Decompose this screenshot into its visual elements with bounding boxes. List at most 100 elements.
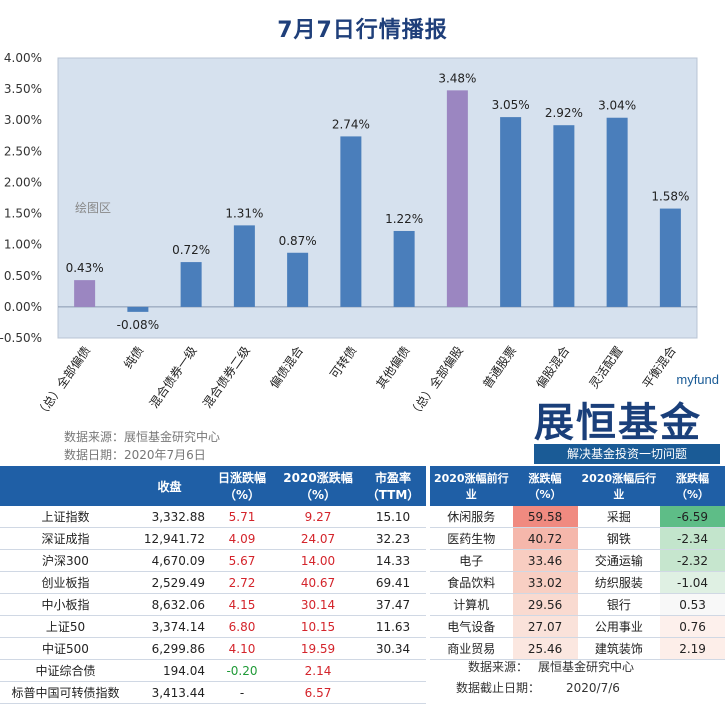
data-label: 2.74% — [332, 117, 370, 131]
data-label: 0.43% — [66, 261, 104, 275]
bottom-industry: 钢铁 — [577, 527, 661, 550]
daily-change: 2.72 — [208, 571, 276, 594]
x-tick-label: （总）全部偏债 — [33, 343, 93, 420]
bar — [287, 252, 309, 307]
x-tick-label: 可转债 — [326, 343, 359, 381]
header-bottom-industry: 2020涨幅后行业 — [577, 466, 661, 506]
x-tick-label: 纯债 — [121, 344, 146, 372]
pe-value — [360, 659, 426, 682]
daily-change: 4.10 — [208, 637, 276, 660]
logo-brand: myfund — [676, 372, 719, 387]
footer-source-label: 数据来源： — [468, 660, 529, 674]
data-label: -0.08% — [117, 318, 159, 332]
index-name: 沪深300 — [0, 549, 131, 572]
y-tick-label: 1.50% — [4, 207, 42, 221]
bottom-industry: 交通运输 — [577, 549, 661, 572]
close-value: 3,413.44 — [130, 681, 208, 704]
close-value: 12,941.72 — [130, 527, 208, 550]
table-row: 休闲服务 59.58 采掘 -6.59 — [430, 506, 725, 528]
close-value: 3,332.88 — [130, 506, 208, 528]
ytd-change: 24.07 — [276, 527, 360, 550]
x-tick-label: （总）全部偏股 — [405, 343, 465, 420]
plot-area — [57, 57, 698, 339]
y-tick-label: 3.50% — [4, 82, 42, 96]
data-label: 2.92% — [545, 106, 583, 120]
top-industry: 医药生物 — [430, 527, 513, 550]
ytd-change: 19.59 — [276, 637, 360, 660]
close-value: 2,529.49 — [130, 571, 208, 594]
y-tick-label: 3.00% — [4, 113, 42, 127]
index-name: 深证成指 — [0, 527, 131, 550]
header-pe: 市盈率（TTM） — [360, 466, 426, 506]
top-industry: 计算机 — [430, 593, 513, 616]
table-row: 计算机 29.56 银行 0.53 — [430, 593, 725, 616]
logo-name: 展恒基金 — [534, 400, 702, 446]
pe-value: 14.33 — [360, 549, 426, 572]
top-industry: 电子 — [430, 549, 513, 572]
footer-date-value: 2020/7/6 — [566, 681, 620, 695]
index-name: 中证综合债 — [0, 659, 131, 682]
table-row: 标普中国可转债指数 3,413.44-6.57 — [0, 681, 426, 704]
data-label: 1.31% — [225, 206, 263, 220]
bar — [127, 306, 149, 312]
table-row: 沪深300 4,670.09 5.67 14.00 14.33 — [0, 549, 426, 572]
x-tick-label: 混合债券二级 — [199, 343, 253, 411]
ytd-change: 9.27 — [276, 506, 360, 528]
daily-change: 4.09 — [208, 527, 276, 550]
data-label: 1.58% — [651, 190, 689, 204]
close-value: 194.04 — [130, 659, 208, 682]
bar — [340, 136, 362, 307]
top-change: 40.72 — [512, 527, 578, 550]
header-name — [0, 466, 131, 506]
header-close: 收盘 — [130, 466, 208, 506]
data-label: 0.87% — [279, 234, 317, 248]
footer-date-label: 数据截止日期： — [456, 681, 541, 695]
table-row: 上证50 3,374.14 6.80 10.15 11.63 — [0, 615, 426, 638]
header-top-industry: 2020涨幅前行业 — [430, 466, 513, 506]
date-note: 数据日期：2020年7月6日 — [64, 448, 206, 462]
table-row: 中小板指 8,632.06 4.15 30.14 37.47 — [0, 593, 426, 616]
bar — [606, 117, 628, 307]
bottom-change: 0.76 — [660, 615, 725, 638]
daily-change: - — [208, 681, 276, 704]
data-label: 0.72% — [172, 243, 210, 257]
bar — [500, 117, 522, 307]
top-industry: 休闲服务 — [430, 506, 513, 528]
table-row: 电子 33.46 交通运输 -2.32 — [430, 549, 725, 572]
bar — [446, 90, 468, 307]
industry-table: 2020涨幅前行业 涨跌幅（%） 2020涨幅后行业 涨跌幅（%） 休闲服务 59… — [430, 466, 725, 660]
daily-change: 5.67 — [208, 549, 276, 572]
y-tick-label: 2.50% — [4, 144, 42, 158]
x-tick-label: 偏债混合 — [266, 343, 306, 391]
bottom-change: -2.32 — [660, 549, 725, 572]
close-value: 4,670.09 — [130, 549, 208, 572]
y-tick-label: 2.00% — [4, 175, 42, 189]
index-name: 上证指数 — [0, 506, 131, 528]
footer-date: 数据截止日期： 2020/7/6 — [456, 679, 620, 696]
index-name: 中证500 — [0, 637, 131, 660]
bottom-industry: 公用事业 — [577, 615, 661, 638]
bottom-industry: 建筑装饰 — [577, 637, 661, 660]
bar — [180, 262, 202, 307]
top-industry: 电气设备 — [430, 615, 513, 638]
top-industry: 商业贸易 — [430, 637, 513, 660]
ytd-change: 2.14 — [276, 659, 360, 682]
x-tick-label: 其他偏债 — [373, 343, 413, 391]
pe-value: 15.10 — [360, 506, 426, 528]
ytd-change: 30.14 — [276, 593, 360, 616]
ytd-change: 40.67 — [276, 571, 360, 594]
top-change: 33.46 — [512, 549, 578, 572]
data-label: 1.22% — [385, 212, 423, 226]
pe-value — [360, 681, 426, 704]
source-note: 数据来源：展恒基金研究中心 — [64, 430, 221, 444]
table-row: 中证500 6,299.86 4.10 19.59 30.34 — [0, 637, 426, 660]
logo-slogan: 解决基金投资一切问题 — [534, 444, 720, 464]
bottom-industry: 纺织服装 — [577, 571, 661, 594]
data-label: 3.48% — [438, 71, 476, 85]
bottom-change: -1.04 — [660, 571, 725, 594]
pe-value: 11.63 — [360, 615, 426, 638]
top-change: 27.07 — [512, 615, 578, 638]
top-industry: 食品饮料 — [430, 571, 513, 594]
page-title: 7月7日行情播报 — [277, 18, 448, 43]
header-ytd: 2020涨跌幅（%） — [276, 466, 360, 506]
